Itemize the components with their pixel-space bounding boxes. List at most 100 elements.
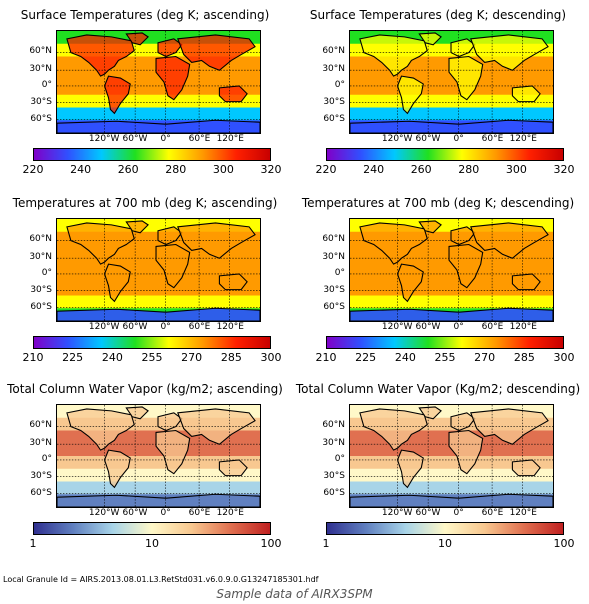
continent-outline <box>359 34 428 77</box>
continent-outline <box>448 429 484 475</box>
continent-outline <box>396 75 424 115</box>
longitude-label: 0° <box>453 508 464 518</box>
colorbar <box>33 522 271 535</box>
latitude-label: 30°S <box>323 471 345 481</box>
latitude-band <box>57 295 260 309</box>
colorbar-tick-label: 300 <box>553 351 575 364</box>
colorbar-tick-label: 10 <box>438 537 452 550</box>
longitude-label: 120°E <box>509 134 537 144</box>
longitude-label: 60°W <box>122 322 148 332</box>
colorbar <box>326 522 564 535</box>
colorbar-tick-label: 100 <box>260 537 282 550</box>
continent-outline <box>396 449 424 489</box>
latitude-band <box>57 481 260 495</box>
latitude-band <box>350 282 553 296</box>
latitude-label: 60°N <box>29 234 52 244</box>
longitude-label: 120°E <box>216 134 244 144</box>
colorbar <box>326 336 564 349</box>
world-map <box>56 218 261 322</box>
colorbar <box>33 148 271 161</box>
continent-outline <box>66 222 135 265</box>
latitude-band <box>350 295 553 309</box>
map-panel: Total Column Water Vapor (Kg/m2; descend… <box>293 382 583 568</box>
latitude-label: 60°S <box>30 488 52 498</box>
latitude-band <box>350 94 553 108</box>
antarctica-outline <box>57 493 260 507</box>
latitude-label: 60°N <box>322 46 345 56</box>
antarctica-outline <box>350 119 553 133</box>
latitude-label: 60°S <box>323 488 345 498</box>
colorbar-tick-label: 225 <box>355 351 377 364</box>
continent-outline <box>125 32 149 46</box>
colorbar-tick-label: 285 <box>220 351 242 364</box>
continent-outline <box>155 243 191 289</box>
latitude-band <box>57 468 260 482</box>
map-panel: Temperatures at 700 mb (deg K; ascending… <box>0 196 290 382</box>
world-map <box>349 218 554 322</box>
longitude-label: 60°W <box>415 508 441 518</box>
map-panel: Temperatures at 700 mb (deg K; descendin… <box>293 196 583 382</box>
longitude-label: 60°E <box>188 134 211 144</box>
longitude-label: 60°W <box>122 134 148 144</box>
map-plot <box>57 405 260 507</box>
longitude-label: 120°W <box>381 322 413 332</box>
continent-outline <box>125 220 149 234</box>
continent-outline <box>177 408 256 445</box>
latitude-label: 30°S <box>30 285 52 295</box>
continent-outline <box>470 408 549 445</box>
latitude-label: 30°N <box>29 438 52 448</box>
colorbar-tick-label: 210 <box>315 351 337 364</box>
continent-outline <box>448 243 484 289</box>
latitude-label: 0° <box>41 268 52 278</box>
longitude-label: 60°E <box>481 134 504 144</box>
colorbar-tick-label: 240 <box>101 351 123 364</box>
continent-outline <box>359 222 428 265</box>
map-plot <box>350 405 553 507</box>
colorbar-tick-label: 260 <box>410 163 432 176</box>
longitude-label: 60°W <box>415 134 441 144</box>
latitude-label: 60°N <box>29 420 52 430</box>
colorbar-tick-label: 220 <box>315 163 337 176</box>
colorbar-tick-label: 300 <box>260 351 282 364</box>
colorbar-tick-label: 320 <box>553 163 575 176</box>
panel-title: Temperatures at 700 mb (deg K; descendin… <box>301 196 575 210</box>
world-map <box>349 404 554 508</box>
latitude-band <box>57 282 260 296</box>
longitude-label: 120°E <box>509 322 537 332</box>
map-plot <box>57 219 260 321</box>
antarctica-outline <box>57 307 260 321</box>
panel-title: Surface Temperatures (deg K; descending) <box>309 8 567 22</box>
continent-outline <box>448 55 484 101</box>
latitude-label: 0° <box>41 454 52 464</box>
longitude-label: 120°W <box>88 322 120 332</box>
antarctica-outline <box>350 493 553 507</box>
map-panel: Surface Temperatures (deg K; ascending) 6… <box>0 8 290 194</box>
colorbar-tick-label: 260 <box>117 163 139 176</box>
continent-outline <box>103 75 131 115</box>
colorbar-tick-label: 10 <box>145 537 159 550</box>
latitude-label: 60°N <box>322 234 345 244</box>
longitude-label: 0° <box>453 322 464 332</box>
latitude-label: 0° <box>334 454 345 464</box>
latitude-label: 0° <box>41 80 52 90</box>
continent-outline <box>125 406 149 420</box>
continent-outline <box>418 406 442 420</box>
continent-outline <box>418 32 442 46</box>
latitude-label: 60°S <box>323 114 345 124</box>
colorbar-tick-label: 220 <box>22 163 44 176</box>
latitude-label: 30°S <box>323 97 345 107</box>
longitude-label: 120°E <box>216 322 244 332</box>
colorbar-tick-label: 280 <box>458 163 480 176</box>
longitude-label: 120°W <box>381 508 413 518</box>
continent-outline <box>396 263 424 303</box>
colorbar-tick-label: 1 <box>29 537 37 550</box>
latitude-label: 30°N <box>29 64 52 74</box>
latitude-label: 30°S <box>30 471 52 481</box>
longitude-label: 0° <box>453 134 464 144</box>
world-map <box>56 404 261 508</box>
panel-title: Total Column Water Vapor (Kg/m2; descend… <box>295 382 581 396</box>
colorbar-tick-label: 300 <box>505 163 527 176</box>
latitude-band <box>350 468 553 482</box>
continent-outline <box>470 222 549 259</box>
latitude-band <box>350 107 553 121</box>
